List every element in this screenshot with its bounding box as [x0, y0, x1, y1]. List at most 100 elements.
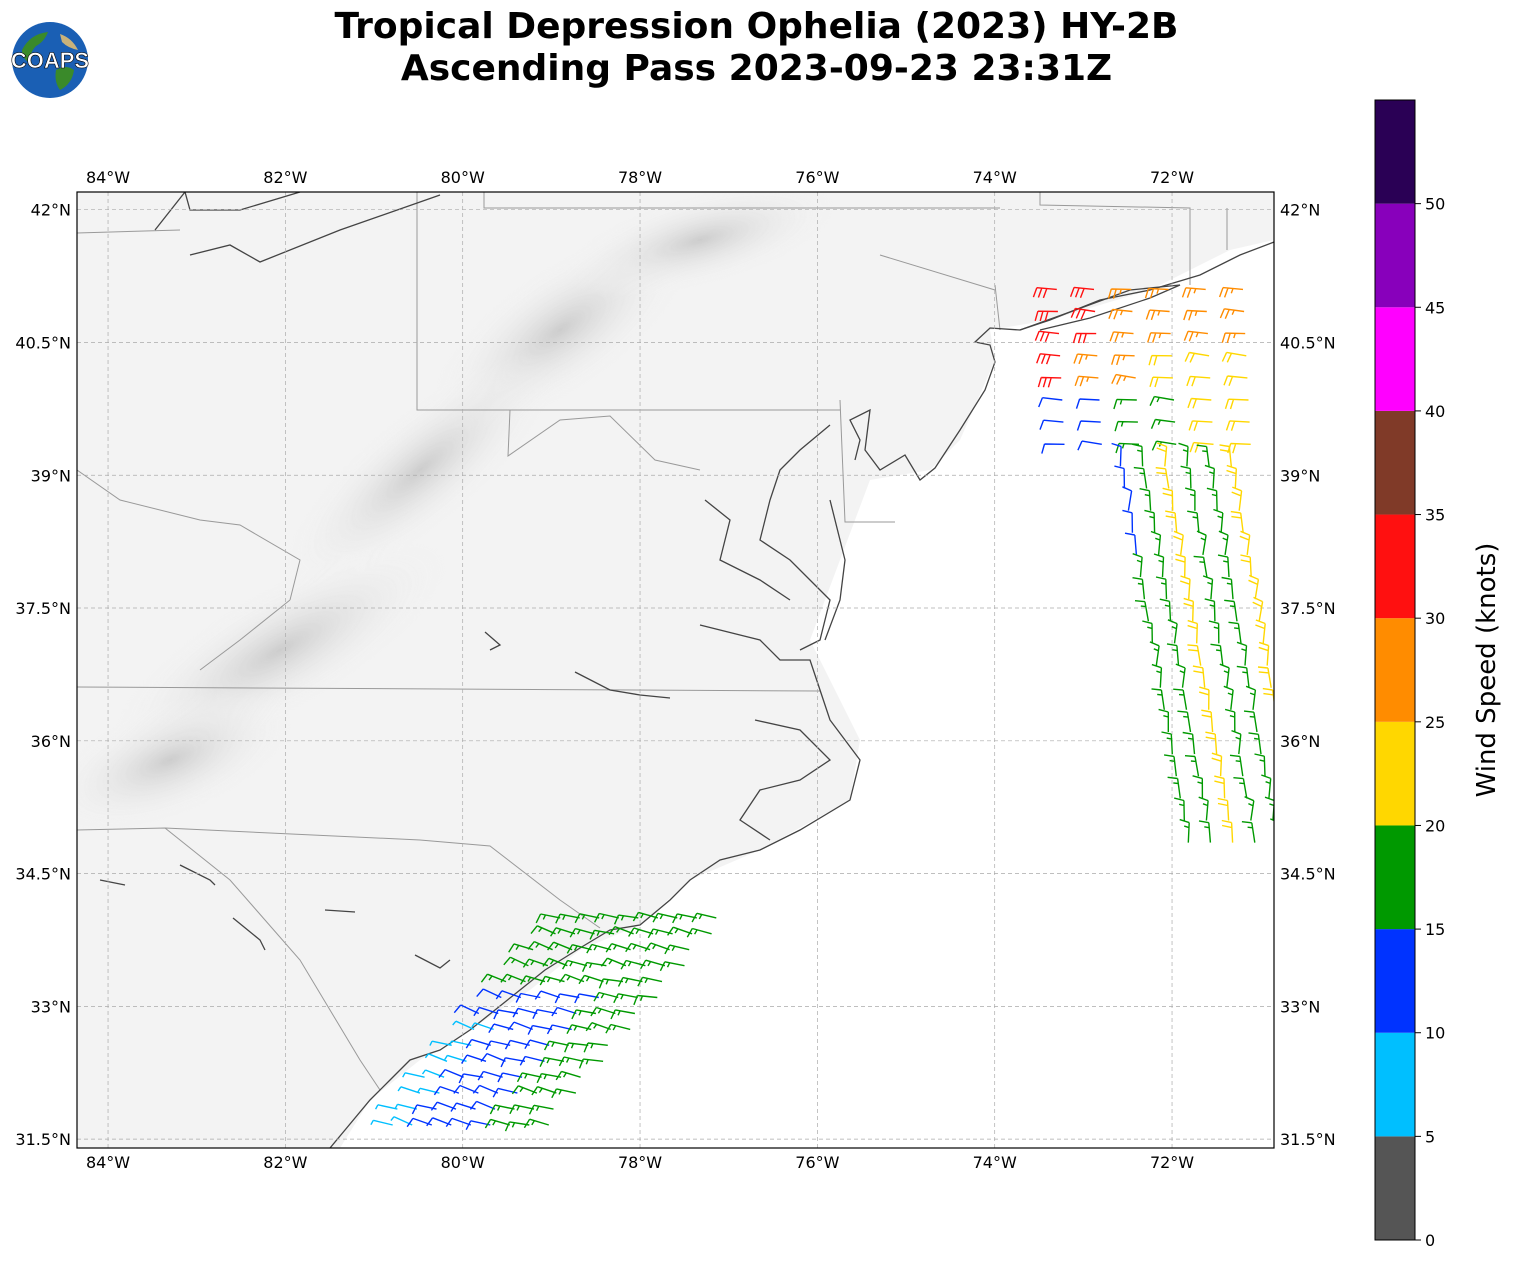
wind-barb-22: [1184, 351, 1210, 363]
wind-barb-68: [1165, 510, 1178, 533]
lon-tick-bottom-3: 78°W: [618, 1153, 662, 1172]
wind-barb-99: [1208, 620, 1220, 644]
wind-barb-203: [633, 994, 658, 1006]
lon-tick-bottom-2: 80°W: [441, 1153, 485, 1172]
wind-barb-108: [1151, 663, 1163, 688]
wind-barb-226: [504, 1039, 530, 1050]
wind-barb-180: [561, 959, 588, 970]
globe-icon: [12, 22, 88, 98]
wind-barb-155: [632, 911, 658, 922]
wind-barb-51: [1178, 442, 1189, 467]
lon-tick-top-1: 82°W: [263, 168, 307, 187]
wind-barb-249: [397, 1086, 421, 1094]
wind-barb-75: [1196, 530, 1207, 556]
wind-barb-211: [590, 1006, 616, 1017]
wind-barb-238: [558, 1056, 584, 1067]
wind-barb-64: [1206, 487, 1218, 511]
wind-barb-213: [452, 1020, 475, 1031]
wind-barb-76: [1218, 530, 1229, 556]
wind-barb-146: [1198, 820, 1212, 843]
wind-barb-112: [1236, 665, 1250, 688]
wind-barb-120: [1158, 708, 1169, 732]
wind-barb-141: [1198, 796, 1209, 821]
wind-barb-62: [1162, 487, 1174, 511]
wind-barb-201: [593, 991, 619, 1002]
wind-barb-118: [1245, 685, 1257, 710]
wind-barb-78: [1132, 553, 1143, 578]
wind-barb-61: [1139, 488, 1152, 511]
wind-barb-224: [465, 1038, 491, 1049]
wind-barb-2: [1107, 288, 1132, 299]
wind-barb-256: [531, 1086, 557, 1096]
wind-barb-156: [652, 912, 678, 923]
wind-barb-124: [1243, 710, 1258, 733]
wind-barb-121: [1177, 710, 1192, 733]
wind-barb-149: [1270, 818, 1274, 822]
wind-barb-179: [542, 957, 568, 967]
wind-barb-145: [1179, 818, 1190, 843]
wind-barb-225: [485, 1040, 511, 1051]
wind-barb-130: [1163, 754, 1177, 777]
gridlines: [77, 192, 1274, 1148]
wind-barb-111: [1219, 663, 1230, 688]
wind-barb-12: [1034, 330, 1060, 343]
wind-barb-139: [1261, 774, 1272, 799]
wind-barb-107: [1258, 641, 1270, 666]
wind-barb-198: [534, 990, 561, 1000]
wind-barb-114: [1151, 688, 1165, 710]
wind-barb-262: [450, 1102, 476, 1112]
wind-barb-153: [593, 912, 619, 923]
wind-barb-142: [1217, 797, 1230, 821]
coastline: [99, 192, 1274, 1148]
wind-barb-216: [507, 1021, 533, 1031]
wind-barb-81: [1193, 555, 1208, 578]
title-line-2: Ascending Pass 2023-09-23 23:31Z: [400, 48, 1113, 89]
wind-barb-6: [1034, 310, 1058, 322]
wind-barb-246: [516, 1072, 542, 1083]
wind-barb-221: [605, 1023, 631, 1034]
wind-barb-54: [1114, 465, 1126, 489]
wind-barb-117: [1223, 685, 1234, 710]
wind-barb-236: [519, 1055, 545, 1066]
lat-tick-right-6: 33°N: [1280, 997, 1320, 1016]
wind-barb-14: [1109, 331, 1134, 342]
wind-barb-60: [1122, 486, 1133, 511]
wind-barb-134: [1254, 753, 1266, 777]
wind-barb-137: [1214, 775, 1226, 799]
wind-barb-41: [1225, 420, 1250, 431]
wind-barb-230: [583, 1042, 608, 1053]
wind-barb-48: [1111, 442, 1122, 467]
wind-barb-248: [555, 1070, 581, 1081]
wind-barb-90: [1134, 600, 1150, 622]
wind-barb-265: [509, 1104, 535, 1115]
wind-barb-127: [1205, 731, 1218, 755]
wind-barb-148: [1241, 821, 1256, 843]
wind-barb-122: [1201, 709, 1214, 733]
wind-barb-10: [1183, 309, 1207, 321]
wind-barb-170: [547, 941, 573, 951]
wind-barb-229: [564, 1042, 589, 1053]
wind-barb-84: [1132, 577, 1146, 600]
lon-tick-top-5: 74°W: [973, 168, 1017, 187]
wind-barb-19: [1073, 353, 1098, 365]
wind-barb-97: [1167, 619, 1178, 644]
wind-barb-209: [551, 1006, 577, 1017]
wind-barb-115: [1173, 688, 1188, 710]
wind-barb-63: [1185, 487, 1196, 511]
wind-barb-242: [438, 1068, 464, 1078]
wind-barb-239: [578, 1058, 604, 1069]
wind-barb-214: [471, 1022, 494, 1031]
lat-tick-left-0: 42°N: [31, 201, 71, 220]
wind-barb-32: [1113, 398, 1137, 410]
title-block: Tropical Depression Ophelia (2023) HY-2B…: [0, 6, 1513, 90]
wind-barb-42: [1041, 443, 1065, 454]
wind-barb-267: [370, 1119, 393, 1126]
wind-barb-0: [1032, 287, 1057, 299]
wind-barb-151: [555, 913, 580, 924]
wind-barb-160: [550, 927, 576, 937]
wind-barb-28: [1186, 375, 1211, 387]
land-area: [77, 192, 1274, 1148]
wind-barb-157: [672, 913, 697, 924]
wind-barb-207: [512, 1007, 538, 1018]
wind-barb-271: [445, 1117, 472, 1127]
